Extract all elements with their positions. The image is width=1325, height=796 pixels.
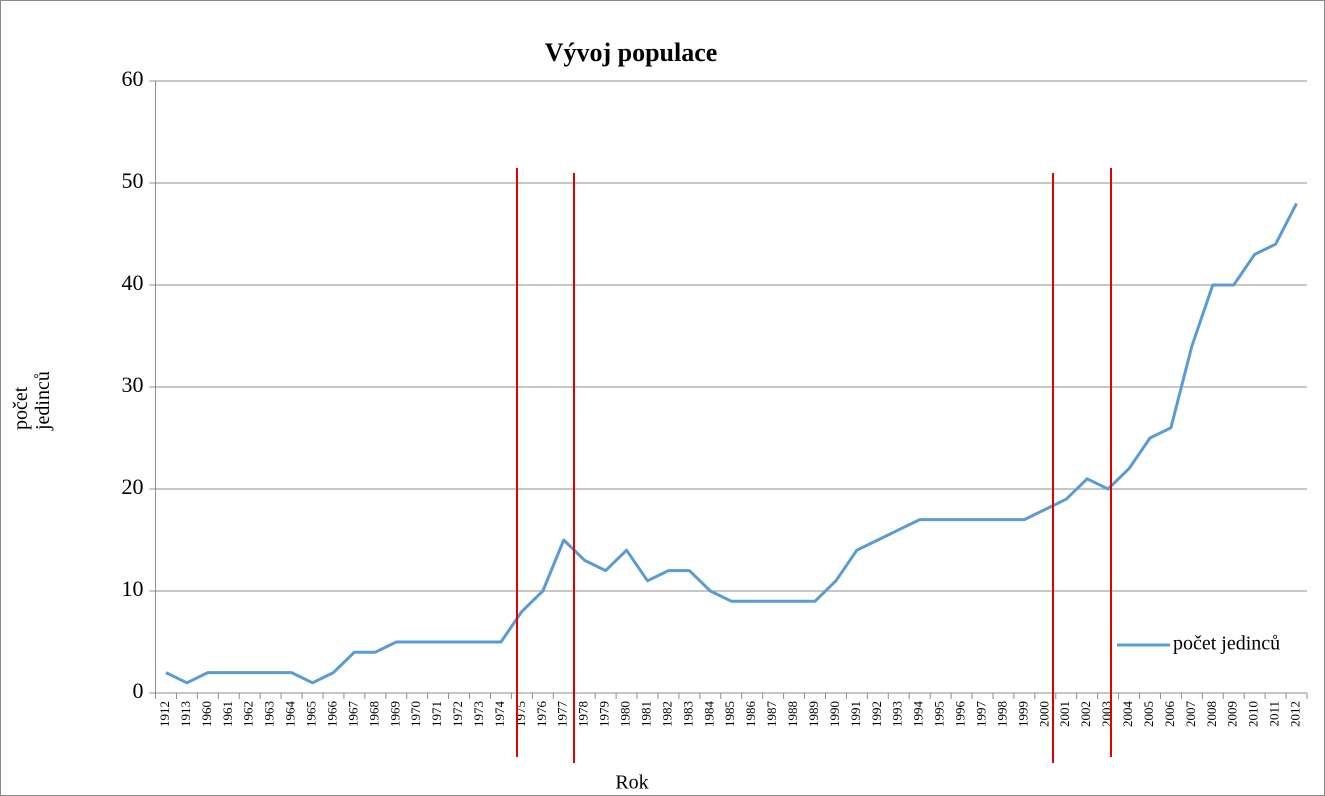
x-tick-label: 2005 — [1141, 701, 1156, 727]
x-tick-label: 1974 — [492, 701, 507, 728]
x-tick-label: 1985 — [722, 701, 737, 727]
x-tick-label: 1967 — [345, 701, 360, 728]
x-tick-label: 2007 — [1183, 701, 1198, 728]
x-tick-label: 1984 — [701, 701, 716, 728]
plot: 0 10 20 30 40 50 60 1912 1913 1960 1961 1962 1963 196… — [122, 66, 1308, 727]
x-tick-label: 1995 — [932, 701, 947, 727]
x-tick-label: 1971 — [429, 701, 444, 727]
x-tick-label: 1965 — [304, 701, 319, 727]
x-tick-label: 1989 — [806, 701, 821, 727]
x-tick-label: 1981 — [638, 701, 653, 727]
y-tick-label: 20 — [122, 474, 144, 499]
x-tick-label: 1912 — [157, 701, 172, 727]
x-tick-label: 1960 — [199, 701, 214, 727]
x-tick-label: 1991 — [848, 701, 863, 727]
x-axis-label: Rok — [615, 772, 648, 794]
x-tick-label: 1997 — [973, 701, 988, 728]
x-tick-label: 2012 — [1288, 701, 1303, 727]
x-tick-label: 1968 — [366, 701, 381, 727]
x-tick-label: 1980 — [618, 701, 633, 727]
y-axis-label: počet jedinců — [10, 371, 54, 430]
x-tick-label: 1982 — [659, 701, 674, 727]
x-tick-label: 2010 — [1246, 701, 1261, 727]
x-tick-label: 1996 — [953, 701, 968, 728]
x-tick-label: 1992 — [869, 701, 884, 727]
y-tick-label: 50 — [122, 168, 144, 193]
x-tick-label: 1976 — [534, 701, 549, 728]
y-axis-label-box: počet jedinců — [10, 371, 54, 430]
series-line — [165, 202, 1298, 685]
x-tick-label: 1998 — [994, 701, 1009, 727]
legend-label: počet jedinců — [1173, 633, 1280, 655]
y-tick-label: 10 — [122, 576, 144, 601]
x-tick-label: 2001 — [1057, 701, 1072, 727]
x-tick-label: 1986 — [743, 701, 758, 728]
x-tick-label: 1963 — [262, 701, 277, 727]
y-tick-label: 30 — [122, 372, 144, 397]
x-tick-label: 1979 — [597, 701, 612, 727]
y-tick-label: 60 — [122, 66, 144, 91]
x-tick-label: 1988 — [785, 701, 800, 727]
x-tick-label: 1983 — [680, 701, 695, 727]
x-tick-label: 1987 — [764, 701, 779, 728]
x-tick-label: 1961 — [220, 701, 235, 727]
y-tick-label: 0 — [133, 678, 144, 703]
x-tick-label: 1972 — [450, 701, 465, 727]
x-tick-label: 2006 — [1162, 701, 1177, 728]
x-tick-label: 1990 — [827, 701, 842, 727]
x-tick-label: 2008 — [1204, 701, 1219, 727]
x-tick-label: 2000 — [1036, 701, 1051, 727]
y-tick-label: 40 — [122, 270, 144, 295]
x-tick-label: 1975 — [513, 701, 528, 727]
chart-title: Vývoj populace — [545, 38, 718, 67]
x-tick-label: 1913 — [178, 701, 193, 727]
x-tick-label: 2009 — [1225, 701, 1240, 727]
x-tick-label: 1964 — [283, 701, 298, 728]
x-tick-label: 1978 — [576, 701, 591, 727]
x-tick-label: 1994 — [911, 701, 926, 728]
x-tick-label: 2004 — [1120, 701, 1135, 728]
x-tick-label: 1969 — [387, 701, 402, 727]
x-tick-label: 1973 — [471, 701, 486, 727]
x-tick-label: 1993 — [890, 701, 905, 727]
x-tick-label: 1977 — [555, 701, 570, 728]
x-tick-label: 1962 — [241, 701, 256, 727]
x-tick-label: 1966 — [324, 701, 339, 728]
x-tick-label: 2002 — [1078, 701, 1093, 727]
x-tick-label: 1970 — [408, 701, 423, 727]
annotation-lines — [516, 168, 1112, 763]
x-tick-label: 1999 — [1015, 701, 1030, 727]
x-tick-label: 2011 — [1267, 701, 1282, 727]
